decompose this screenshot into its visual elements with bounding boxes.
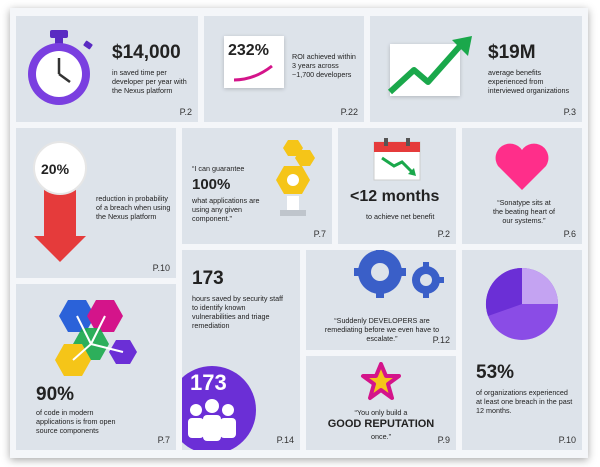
stat-text: of organizations experienced at least on… [476,388,573,415]
stat-value: 53% [476,362,515,383]
tile-hours-saved: 173 hours saved by security staff to ide… [182,250,300,450]
stat-text: what applications are using any given co… [192,196,260,223]
stat-value: 173 [192,268,224,289]
page-ref: P.14 [276,435,294,445]
stat-text: in saved time per developer per year wit… [112,68,187,95]
stat-text: average benefits experienced from interv… [488,68,570,95]
tile-beating-heart: “Sonatype sits at the beating heart of o… [462,128,582,244]
quote-open: “I can guarantee [192,164,245,173]
quote-line-1: “You only build a [354,408,408,417]
calendar-icon [373,138,421,181]
tile-net-benefit: <12 months to achieve net benefit P.2 [338,128,456,244]
stat-value: 100% [192,176,231,193]
hexagon-cluster-icon [55,300,137,376]
gears-icon [354,250,444,298]
tile-benefits: $19M average benefits experienced from i… [370,16,582,122]
stat-text: hours saved by security staff to identif… [192,294,283,330]
quote-text: “Sonatype sits at the beating heart of o… [493,198,555,225]
tile-guarantee: “I can guarantee 100% what applications … [182,128,332,244]
tile-developers-remediating: “Suddenly DEVELOPERS are remediating bef… [306,250,456,350]
tile-reputation: “You only build a GOOD REPUTATION once.”… [306,356,456,450]
stat-text: reduction in probability of a breach whe… [96,194,171,221]
page-ref: P.7 [157,435,170,445]
stat-text: of code in modern applications is from o… [36,408,116,435]
tile-saved-time: $14,000 in saved time per developer per … [16,16,198,122]
badge-value: 173 [190,370,227,395]
stat-value: 90% [36,384,75,405]
stat-text: to achieve net benefit [366,212,435,221]
percent-down-arrow-icon [33,141,87,262]
infographic-frame: $14,000 in saved time per developer per … [10,8,588,458]
quote-line-3: once.” [371,432,391,441]
page-ref: P.2 [437,229,450,239]
stat-value: $14,000 [112,42,181,63]
star-icon [361,362,401,400]
page-ref: P.9 [437,435,450,445]
quote-line-2: GOOD REPUTATION [327,418,435,430]
stopwatch-icon [28,30,93,105]
pie-icon [485,267,558,340]
stat-value: 232% [228,42,269,59]
page-ref: P.7 [313,229,326,239]
people-icon [182,366,256,450]
hexagon-components-icon [276,140,315,216]
heart-icon [495,143,549,190]
page-ref: P.22 [340,107,358,117]
stat-text: ROI achieved within 3 years across ~1,70… [292,52,356,79]
page-ref: P.10 [152,263,170,273]
quote-text: “Suddenly DEVELOPERS are remediating bef… [324,316,440,343]
growth-arrow-icon [387,36,472,95]
tile-open-source: 90% of code in modern applications is fr… [16,284,176,450]
chart-card [390,44,460,96]
roi-arc-icon [233,64,273,82]
page-ref: P.10 [558,435,576,445]
stat-value: <12 months [350,188,440,205]
page-ref: P.2 [179,107,192,117]
stat-value: $19M [488,42,536,63]
tile-roi: 232% ROI achieved within 3 years across … [204,16,364,122]
page-ref: P.12 [432,335,450,345]
tile-breach-reduction: 20% reduction in probability of a breach… [16,128,176,278]
tile-breach-stat: 53% of organizations experienced at leas… [462,250,582,450]
page-ref: P.6 [563,229,576,239]
page-ref: P.3 [563,107,576,117]
stat-value: 20% [41,161,70,177]
